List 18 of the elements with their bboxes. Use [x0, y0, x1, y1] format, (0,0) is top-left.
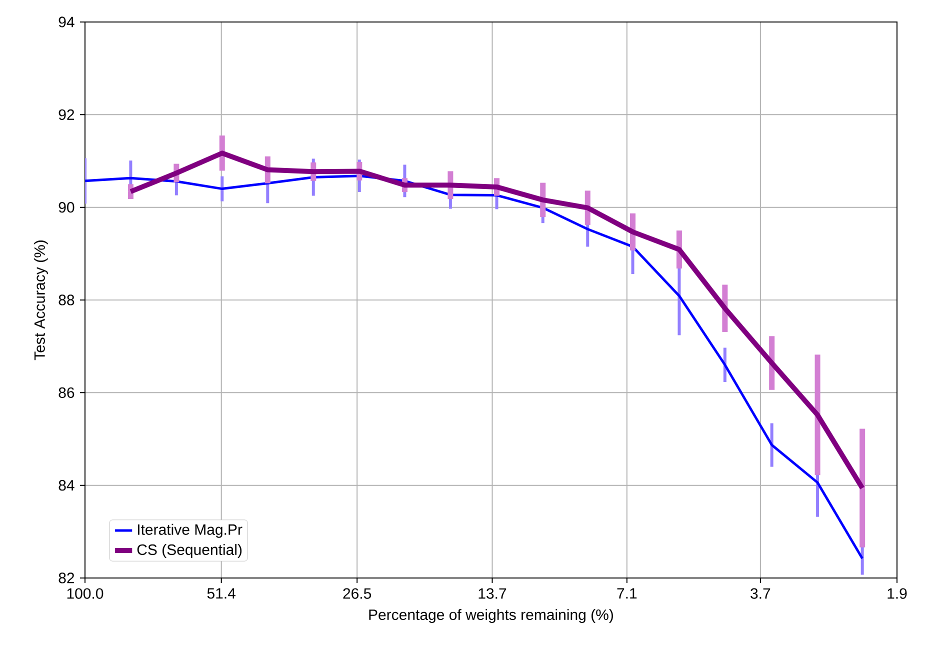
y-tick-label: 84	[58, 480, 74, 491]
legend-label: Iterative Mag.Pr	[138, 524, 242, 538]
y-tick-label: 88	[58, 294, 74, 306]
y-axis-title: Test Accuracy (%)	[34, 240, 48, 360]
y-tick-label: 82	[58, 572, 74, 584]
y-tick-label: 90	[58, 202, 74, 213]
y-tick-label: 86	[58, 387, 74, 398]
x-tick-label: 13.7	[478, 588, 506, 599]
x-tick-label: 1.9	[888, 588, 907, 599]
y-tick-label: 92	[58, 109, 74, 120]
x-tick-label: 26.5	[343, 588, 372, 599]
y-tick-label: 94	[58, 16, 74, 28]
x-tick-label: 51.4	[207, 588, 236, 599]
x-axis-title: Percentage of weights remaining (%)	[369, 609, 613, 623]
x-tick-label: 7.1	[617, 588, 637, 599]
legend-label: CS (Sequential)	[137, 544, 242, 558]
x-tick-label: 3.7	[750, 588, 770, 599]
x-tick-label: 100.0	[67, 588, 104, 599]
